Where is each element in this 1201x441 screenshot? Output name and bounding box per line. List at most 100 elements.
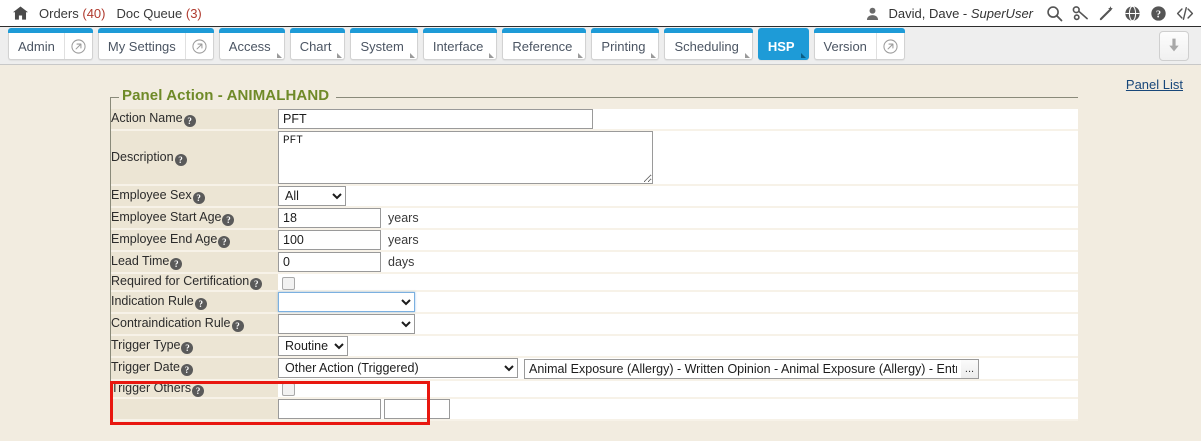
trigger-type-select[interactable]: Routine xyxy=(278,336,348,356)
lead-time-input[interactable] xyxy=(278,252,381,272)
value-description: PFT xyxy=(278,130,1078,186)
tab-reference[interactable]: Reference xyxy=(502,28,587,60)
help-icon[interactable]: ? xyxy=(181,342,194,354)
row-partial-next xyxy=(111,397,1078,421)
orders-count: (40) xyxy=(82,5,106,21)
label-required-for-certification: Required for Certification? xyxy=(111,273,278,292)
label-trigger-others-text: Trigger Others xyxy=(111,380,192,395)
value-action-name xyxy=(278,109,1078,131)
value-employee-start-age: years xyxy=(278,207,1078,230)
row-indication-rule: Indication Rule? xyxy=(111,291,1078,314)
label-employee-start-age-text: Employee Start Age xyxy=(111,210,222,224)
label-contraindication-rule: Contraindication Rule? xyxy=(111,313,278,336)
indication-rule-select[interactable] xyxy=(278,292,415,312)
home-icon[interactable] xyxy=(13,6,28,20)
tab-admin[interactable]: Admin xyxy=(8,28,93,60)
help-icon[interactable]: ? xyxy=(170,258,183,270)
panel-action-legend: Panel Action - ANIMALHAND xyxy=(119,87,337,104)
user-name[interactable]: David, Dave - SuperUser xyxy=(888,6,1033,21)
required-for-certification-checkbox[interactable] xyxy=(282,276,295,290)
tab-printing[interactable]: Printing xyxy=(591,28,660,60)
help-icon[interactable]: ? xyxy=(222,214,235,226)
action-name-input[interactable] xyxy=(278,109,593,129)
label-lead-time-text: Lead Time xyxy=(111,254,170,268)
help-icon[interactable]: ? xyxy=(192,192,205,204)
partial-input-b[interactable] xyxy=(384,398,451,419)
download-arrow-icon xyxy=(1166,37,1182,56)
description-textarea[interactable]: PFT xyxy=(278,131,653,184)
help-icon[interactable]: ? xyxy=(192,384,205,397)
tab-system[interactable]: System xyxy=(350,28,419,60)
help-icon[interactable]: ? xyxy=(231,320,244,332)
chevron-down-icon xyxy=(276,53,282,58)
help-icon[interactable]: ? xyxy=(174,153,187,166)
help-icon[interactable]: ? xyxy=(250,278,263,290)
download-button[interactable] xyxy=(1159,31,1189,61)
label-employee-sex-text: Employee Sex xyxy=(111,188,192,202)
panel-list-link[interactable]: Panel List xyxy=(1125,77,1183,92)
tab-scheduling[interactable]: Scheduling xyxy=(664,28,754,60)
value-employee-end-age: years xyxy=(278,229,1078,252)
tab-version[interactable]: Version xyxy=(813,28,906,60)
label-action-name: Action Name? xyxy=(111,109,278,131)
row-employee-sex: Employee Sex? All xyxy=(111,185,1078,208)
employee-sex-select[interactable]: All xyxy=(278,186,346,206)
label-trigger-others: Trigger Others? xyxy=(111,379,278,399)
employee-end-age-input[interactable] xyxy=(278,230,381,250)
orders-link[interactable]: Orders (40) xyxy=(39,6,105,21)
row-trigger-type: Trigger Type? Routine xyxy=(111,335,1078,358)
tab-hsp[interactable]: HSP xyxy=(757,28,809,60)
help-icon[interactable]: ? xyxy=(218,236,231,248)
chevron-down-icon xyxy=(337,53,343,58)
row-employee-start-age: Employee Start Age? years xyxy=(111,207,1078,230)
trigger-date-linked-input[interactable] xyxy=(524,358,961,379)
top-bar-right: David, Dave - SuperUser ? xyxy=(866,0,1194,26)
label-contraindication-rule-text: Contraindication Rule xyxy=(111,316,231,330)
tab-access-label: Access xyxy=(228,38,271,54)
label-indication-rule-text: Indication Rule xyxy=(111,294,194,308)
trigger-others-checkbox[interactable] xyxy=(282,383,295,397)
row-action-name: Action Name? xyxy=(111,109,1078,131)
tab-access[interactable]: Access xyxy=(218,28,285,60)
tab-my-settings[interactable]: My Settings xyxy=(97,28,214,60)
value-trigger-others xyxy=(278,379,1078,399)
label-employee-start-age: Employee Start Age? xyxy=(111,207,278,230)
partial-input-a[interactable] xyxy=(278,398,381,419)
user-name-text: David, Dave - xyxy=(888,5,971,21)
label-trigger-type: Trigger Type? xyxy=(111,335,278,358)
orders-label: Orders xyxy=(39,5,79,21)
doc-queue-label: Doc Queue xyxy=(116,5,183,21)
employee-start-age-input[interactable] xyxy=(278,208,381,228)
content-area: Panel List Panel Action - ANIMALHAND Act… xyxy=(0,65,1201,441)
help-icon[interactable]: ? xyxy=(183,115,196,127)
help-icon[interactable]: ? xyxy=(194,298,207,310)
value-trigger-type: Routine xyxy=(278,335,1078,358)
popout-arrow-icon[interactable] xyxy=(875,33,904,59)
popout-arrow-icon[interactable] xyxy=(63,33,92,59)
globe-icon[interactable] xyxy=(1124,5,1141,22)
doc-queue-link[interactable]: Doc Queue (3) xyxy=(116,6,201,21)
search-icon[interactable] xyxy=(1046,5,1063,22)
doc-queue-count: (3) xyxy=(185,5,202,21)
tab-hsp-label: HSP xyxy=(767,38,795,54)
link-icon[interactable] xyxy=(1072,5,1089,22)
value-required-for-certification xyxy=(278,273,1078,292)
help-icon[interactable]: ? xyxy=(1150,5,1167,22)
help-icon[interactable]: ? xyxy=(181,364,194,377)
tab-chart[interactable]: Chart xyxy=(289,28,346,60)
code-icon[interactable] xyxy=(1176,5,1194,22)
value-employee-sex: All xyxy=(278,185,1078,208)
trigger-date-browse-button[interactable]: ... xyxy=(961,358,979,379)
wand-icon[interactable] xyxy=(1098,5,1115,22)
panel-action-fieldset: Panel Action - ANIMALHAND Action Name? D… xyxy=(110,87,1078,421)
row-description: Description? PFT xyxy=(111,130,1078,186)
tab-version-label: Version xyxy=(823,38,867,54)
tab-interface[interactable]: Interface xyxy=(422,28,498,60)
popout-arrow-icon[interactable] xyxy=(184,33,213,59)
trigger-date-select[interactable]: Other Action (Triggered) xyxy=(278,358,518,378)
tab-reference-label: Reference xyxy=(512,38,573,54)
row-lead-time: Lead Time? days xyxy=(111,251,1078,274)
label-trigger-type-text: Trigger Type xyxy=(111,338,181,352)
label-description: Description? xyxy=(111,130,278,186)
contraindication-rule-select[interactable] xyxy=(278,314,415,334)
